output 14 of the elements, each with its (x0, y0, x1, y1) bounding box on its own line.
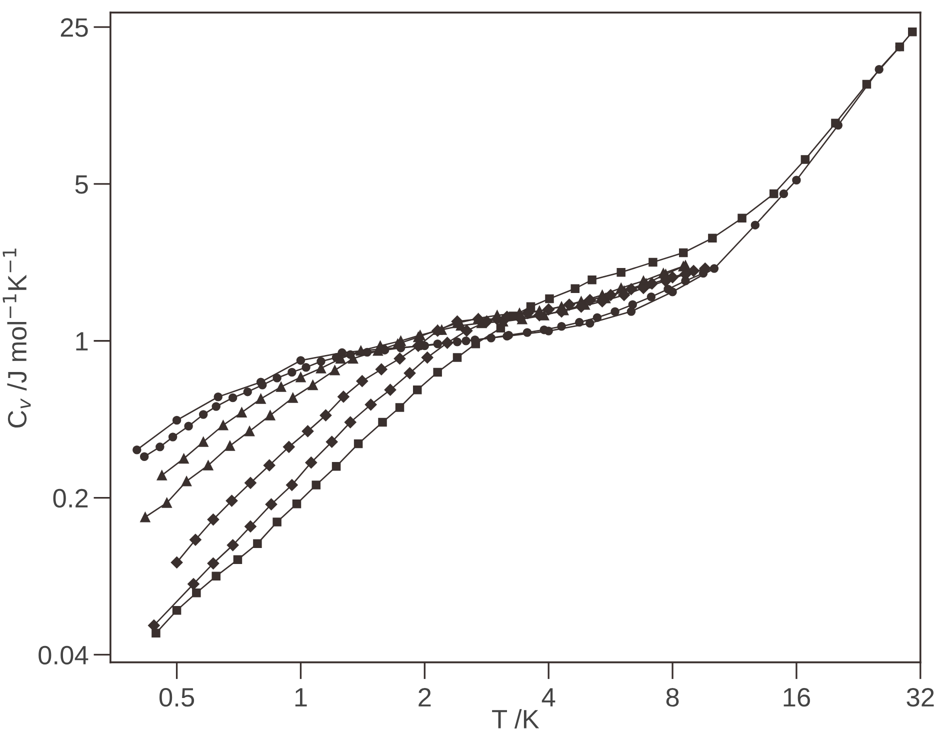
y-tick-label: 0.2 (53, 488, 88, 508)
x-tick-label: 4 (542, 688, 556, 706)
y-tick-label: 5 (75, 175, 88, 194)
y-tick-label: 1 (76, 332, 88, 350)
x-tick-label: 16 (784, 688, 810, 707)
x-tick-label: 0.5 (159, 688, 194, 707)
x-tick-label: 2 (418, 688, 431, 706)
y-axis-title: C$_{v}$ /J mol$^{−1}$K$^{−1}$ (2, 248, 31, 428)
x-axis-title: T /K (492, 709, 540, 729)
y-tick-label: 25 (60, 18, 88, 37)
y-tick-label: 0.04 (38, 646, 88, 665)
x-tick-label: 8 (666, 688, 679, 707)
x-tick-label: 1 (295, 688, 307, 706)
x-tick-label: 32 (906, 688, 934, 707)
